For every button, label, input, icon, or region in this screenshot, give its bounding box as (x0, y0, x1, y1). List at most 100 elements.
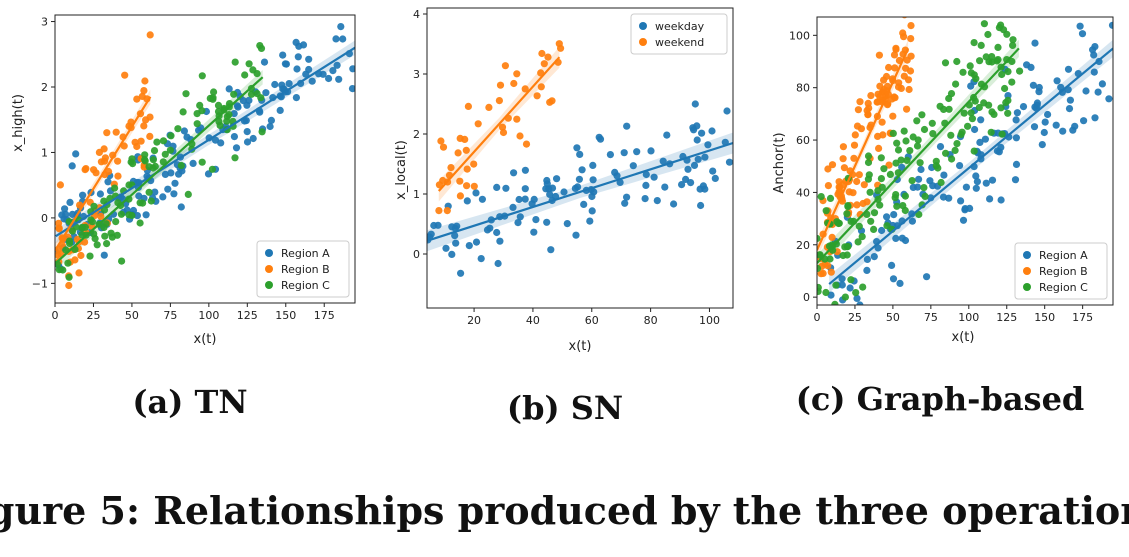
point-region-a (96, 190, 104, 198)
point-region-c (972, 75, 980, 83)
point-region-a (883, 213, 891, 221)
point-region-c (852, 289, 860, 297)
point-region-a (308, 77, 316, 85)
point-region-a (908, 217, 916, 225)
point-region-a (167, 169, 175, 177)
point-region-c (960, 109, 968, 117)
point-region-a (926, 177, 934, 185)
x-tick-label: 75 (924, 311, 938, 324)
point-region-a (896, 279, 904, 287)
point-region-c (902, 137, 910, 145)
point-weekday (701, 185, 709, 193)
point-region-b (141, 77, 149, 85)
point-region-c (880, 165, 888, 173)
point-region-a (973, 178, 981, 186)
point-region-c (1009, 36, 1017, 44)
point-region-c (967, 109, 975, 117)
point-region-a (339, 35, 347, 43)
point-region-c (899, 202, 907, 210)
point-weekday (701, 153, 709, 161)
x-tick-label: 100 (198, 309, 219, 322)
point-region-b (885, 63, 893, 72)
point-region-b (824, 262, 832, 270)
point-weekday (653, 197, 661, 205)
point-region-a (1052, 121, 1060, 129)
y-tick-label: 2 (413, 128, 420, 141)
point-region-b (876, 82, 884, 90)
point-region-a (1105, 95, 1113, 103)
point-region-c (854, 238, 862, 246)
point-region-b (853, 177, 861, 186)
point-weekday (451, 232, 459, 240)
point-region-a (68, 162, 76, 170)
point-region-c (937, 178, 945, 187)
point-region-b (863, 106, 871, 115)
point-region-a (1038, 141, 1046, 149)
point-weekday (430, 221, 438, 230)
point-weekday (620, 149, 628, 157)
point-region-a (828, 357, 835, 360)
point-region-b (90, 166, 98, 174)
point-region-c (894, 146, 903, 154)
point-region-b (840, 164, 848, 172)
point-weekend (510, 79, 518, 88)
point-region-c (839, 251, 847, 260)
point-region-a (151, 188, 159, 196)
point-weekday (573, 144, 581, 152)
y-tick-label: 0 (413, 248, 420, 261)
point-weekday (472, 238, 481, 246)
chart-tn: x_high(t) x(t) 0 25 50 75 100 125 150 175 −1 0 1 2 3… (11, 14, 356, 347)
point-region-c (1008, 57, 1016, 66)
point-region-b (828, 233, 836, 241)
x-tick-label: 60 (585, 314, 599, 327)
point-weekday (578, 166, 586, 174)
point-region-a (1071, 122, 1079, 130)
point-region-a (61, 205, 69, 213)
point-weekend (437, 137, 445, 145)
point-region-a (335, 75, 343, 83)
point-region-c (1016, 67, 1024, 75)
point-region-a (940, 171, 948, 179)
point-region-a (888, 261, 896, 269)
point-region-a (1108, 21, 1113, 29)
point-weekday (483, 226, 492, 234)
point-region-b (824, 182, 832, 190)
point-weekday (521, 185, 529, 193)
point-region-c (136, 219, 144, 227)
point-region-a (276, 106, 284, 114)
point-weekend (435, 207, 443, 215)
figure-caption: Figure 5: Relationships produced by the … (0, 488, 1129, 533)
point-region-c (966, 62, 974, 70)
point-region-a (68, 210, 76, 218)
point-region-a (959, 216, 968, 224)
point-region-c (920, 125, 929, 134)
point-region-b (876, 93, 884, 101)
point-weekday (580, 200, 588, 208)
point-region-a (293, 65, 301, 73)
point-region-c (817, 264, 822, 272)
point-region-a (981, 135, 989, 143)
point-region-c (193, 110, 201, 118)
point-region-c (198, 158, 206, 166)
point-region-a (914, 183, 922, 191)
point-region-c (216, 121, 224, 130)
point-region-c (855, 222, 863, 230)
point-region-b (137, 137, 145, 145)
point-region-c (982, 53, 990, 61)
point-region-a (79, 191, 87, 199)
point-region-b (902, 64, 910, 72)
point-region-c (149, 156, 157, 164)
point-region-a (1082, 87, 1090, 95)
point-region-c (918, 111, 926, 119)
point-region-c (984, 30, 992, 39)
point-region-c (833, 218, 841, 226)
point-region-a (180, 127, 188, 135)
point-region-c (86, 252, 94, 260)
point-region-c (1008, 78, 1016, 86)
chart-graph-based: Anchor(t) x(t) 0 25 50 75 100 125 150 175 0 20 40 6… (772, 16, 1114, 360)
point-region-a (66, 198, 74, 206)
point-region-c (831, 315, 838, 322)
regression-line-region-b (817, 47, 910, 251)
point-region-a (986, 195, 994, 203)
point-weekday (427, 230, 435, 238)
